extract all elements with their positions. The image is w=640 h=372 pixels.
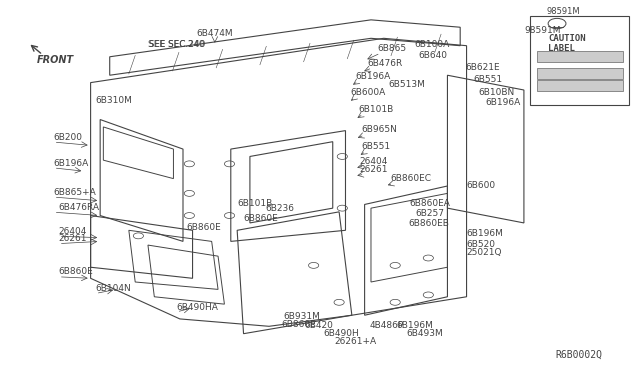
Text: 6B257: 6B257 xyxy=(415,209,445,218)
Text: 6B200: 6B200 xyxy=(54,133,83,142)
Text: 25021Q: 25021Q xyxy=(467,248,502,257)
Text: 6B101B: 6B101B xyxy=(237,199,273,208)
Text: 6B10BN: 6B10BN xyxy=(478,89,515,97)
Text: 6B640: 6B640 xyxy=(419,51,448,60)
Text: 6B493M: 6B493M xyxy=(406,329,443,338)
Text: 6B474M: 6B474M xyxy=(196,29,233,38)
Text: SEE SEC.240: SEE SEC.240 xyxy=(149,41,205,49)
Text: CAUTION
LABEL: CAUTION LABEL xyxy=(548,34,586,53)
Text: 6B520: 6B520 xyxy=(467,240,495,249)
Text: 6B551: 6B551 xyxy=(362,142,390,151)
Text: 6B865: 6B865 xyxy=(378,44,406,53)
Text: 6B100A: 6B100A xyxy=(414,41,449,49)
Text: 6B860E: 6B860E xyxy=(244,214,278,223)
Text: 6B551: 6B551 xyxy=(473,76,502,84)
Text: 26261: 26261 xyxy=(59,234,87,243)
Text: 6B196A: 6B196A xyxy=(486,97,521,107)
Text: 6B931M: 6B931M xyxy=(283,312,320,321)
Text: 26261: 26261 xyxy=(360,165,388,174)
Text: 98591M: 98591M xyxy=(546,7,580,16)
Text: 6B420: 6B420 xyxy=(304,321,333,330)
Text: 6B104N: 6B104N xyxy=(96,284,131,293)
Text: 6B196A: 6B196A xyxy=(355,72,390,81)
Text: 6B600A: 6B600A xyxy=(351,89,386,97)
Text: SEE SEC.240: SEE SEC.240 xyxy=(148,41,205,49)
FancyBboxPatch shape xyxy=(537,80,623,91)
Text: 6B101B: 6B101B xyxy=(358,105,394,114)
Text: 6B513M: 6B513M xyxy=(388,80,425,89)
Text: FRONT: FRONT xyxy=(36,55,74,65)
Text: 26261+A: 26261+A xyxy=(335,337,377,346)
Text: 6B196A: 6B196A xyxy=(54,158,89,167)
Text: 6B600: 6B600 xyxy=(467,181,496,190)
Text: 6B860EA: 6B860EA xyxy=(409,199,450,208)
Text: 6B196M: 6B196M xyxy=(396,321,433,330)
Text: 6B860E: 6B860E xyxy=(59,267,93,276)
Text: 6B865+A: 6B865+A xyxy=(54,188,97,197)
Text: 6B621E: 6B621E xyxy=(465,63,500,72)
Text: 6B490H: 6B490H xyxy=(323,329,359,338)
Text: 6B860EC: 6B860EC xyxy=(390,174,431,183)
Text: 6B860E: 6B860E xyxy=(282,320,317,329)
Text: R6B0002Q: R6B0002Q xyxy=(556,350,603,359)
Text: 6B236: 6B236 xyxy=(266,203,295,212)
Text: 6B476RA: 6B476RA xyxy=(59,203,100,212)
Text: 6B965N: 6B965N xyxy=(362,125,397,134)
Text: 26404: 26404 xyxy=(59,227,87,236)
Text: 26404: 26404 xyxy=(360,157,388,166)
FancyBboxPatch shape xyxy=(537,51,623,62)
Text: 6B310M: 6B310M xyxy=(96,96,132,105)
Text: 6B860EB: 6B860EB xyxy=(408,219,449,228)
Text: 6B860E: 6B860E xyxy=(186,223,221,232)
Text: 6B196M: 6B196M xyxy=(467,229,504,238)
Text: 6B476R: 6B476R xyxy=(368,59,403,68)
FancyBboxPatch shape xyxy=(537,68,623,79)
Text: 6B490HA: 6B490HA xyxy=(177,302,218,311)
Text: 4B486P: 4B486P xyxy=(370,321,404,330)
Text: 98591M: 98591M xyxy=(524,26,561,35)
